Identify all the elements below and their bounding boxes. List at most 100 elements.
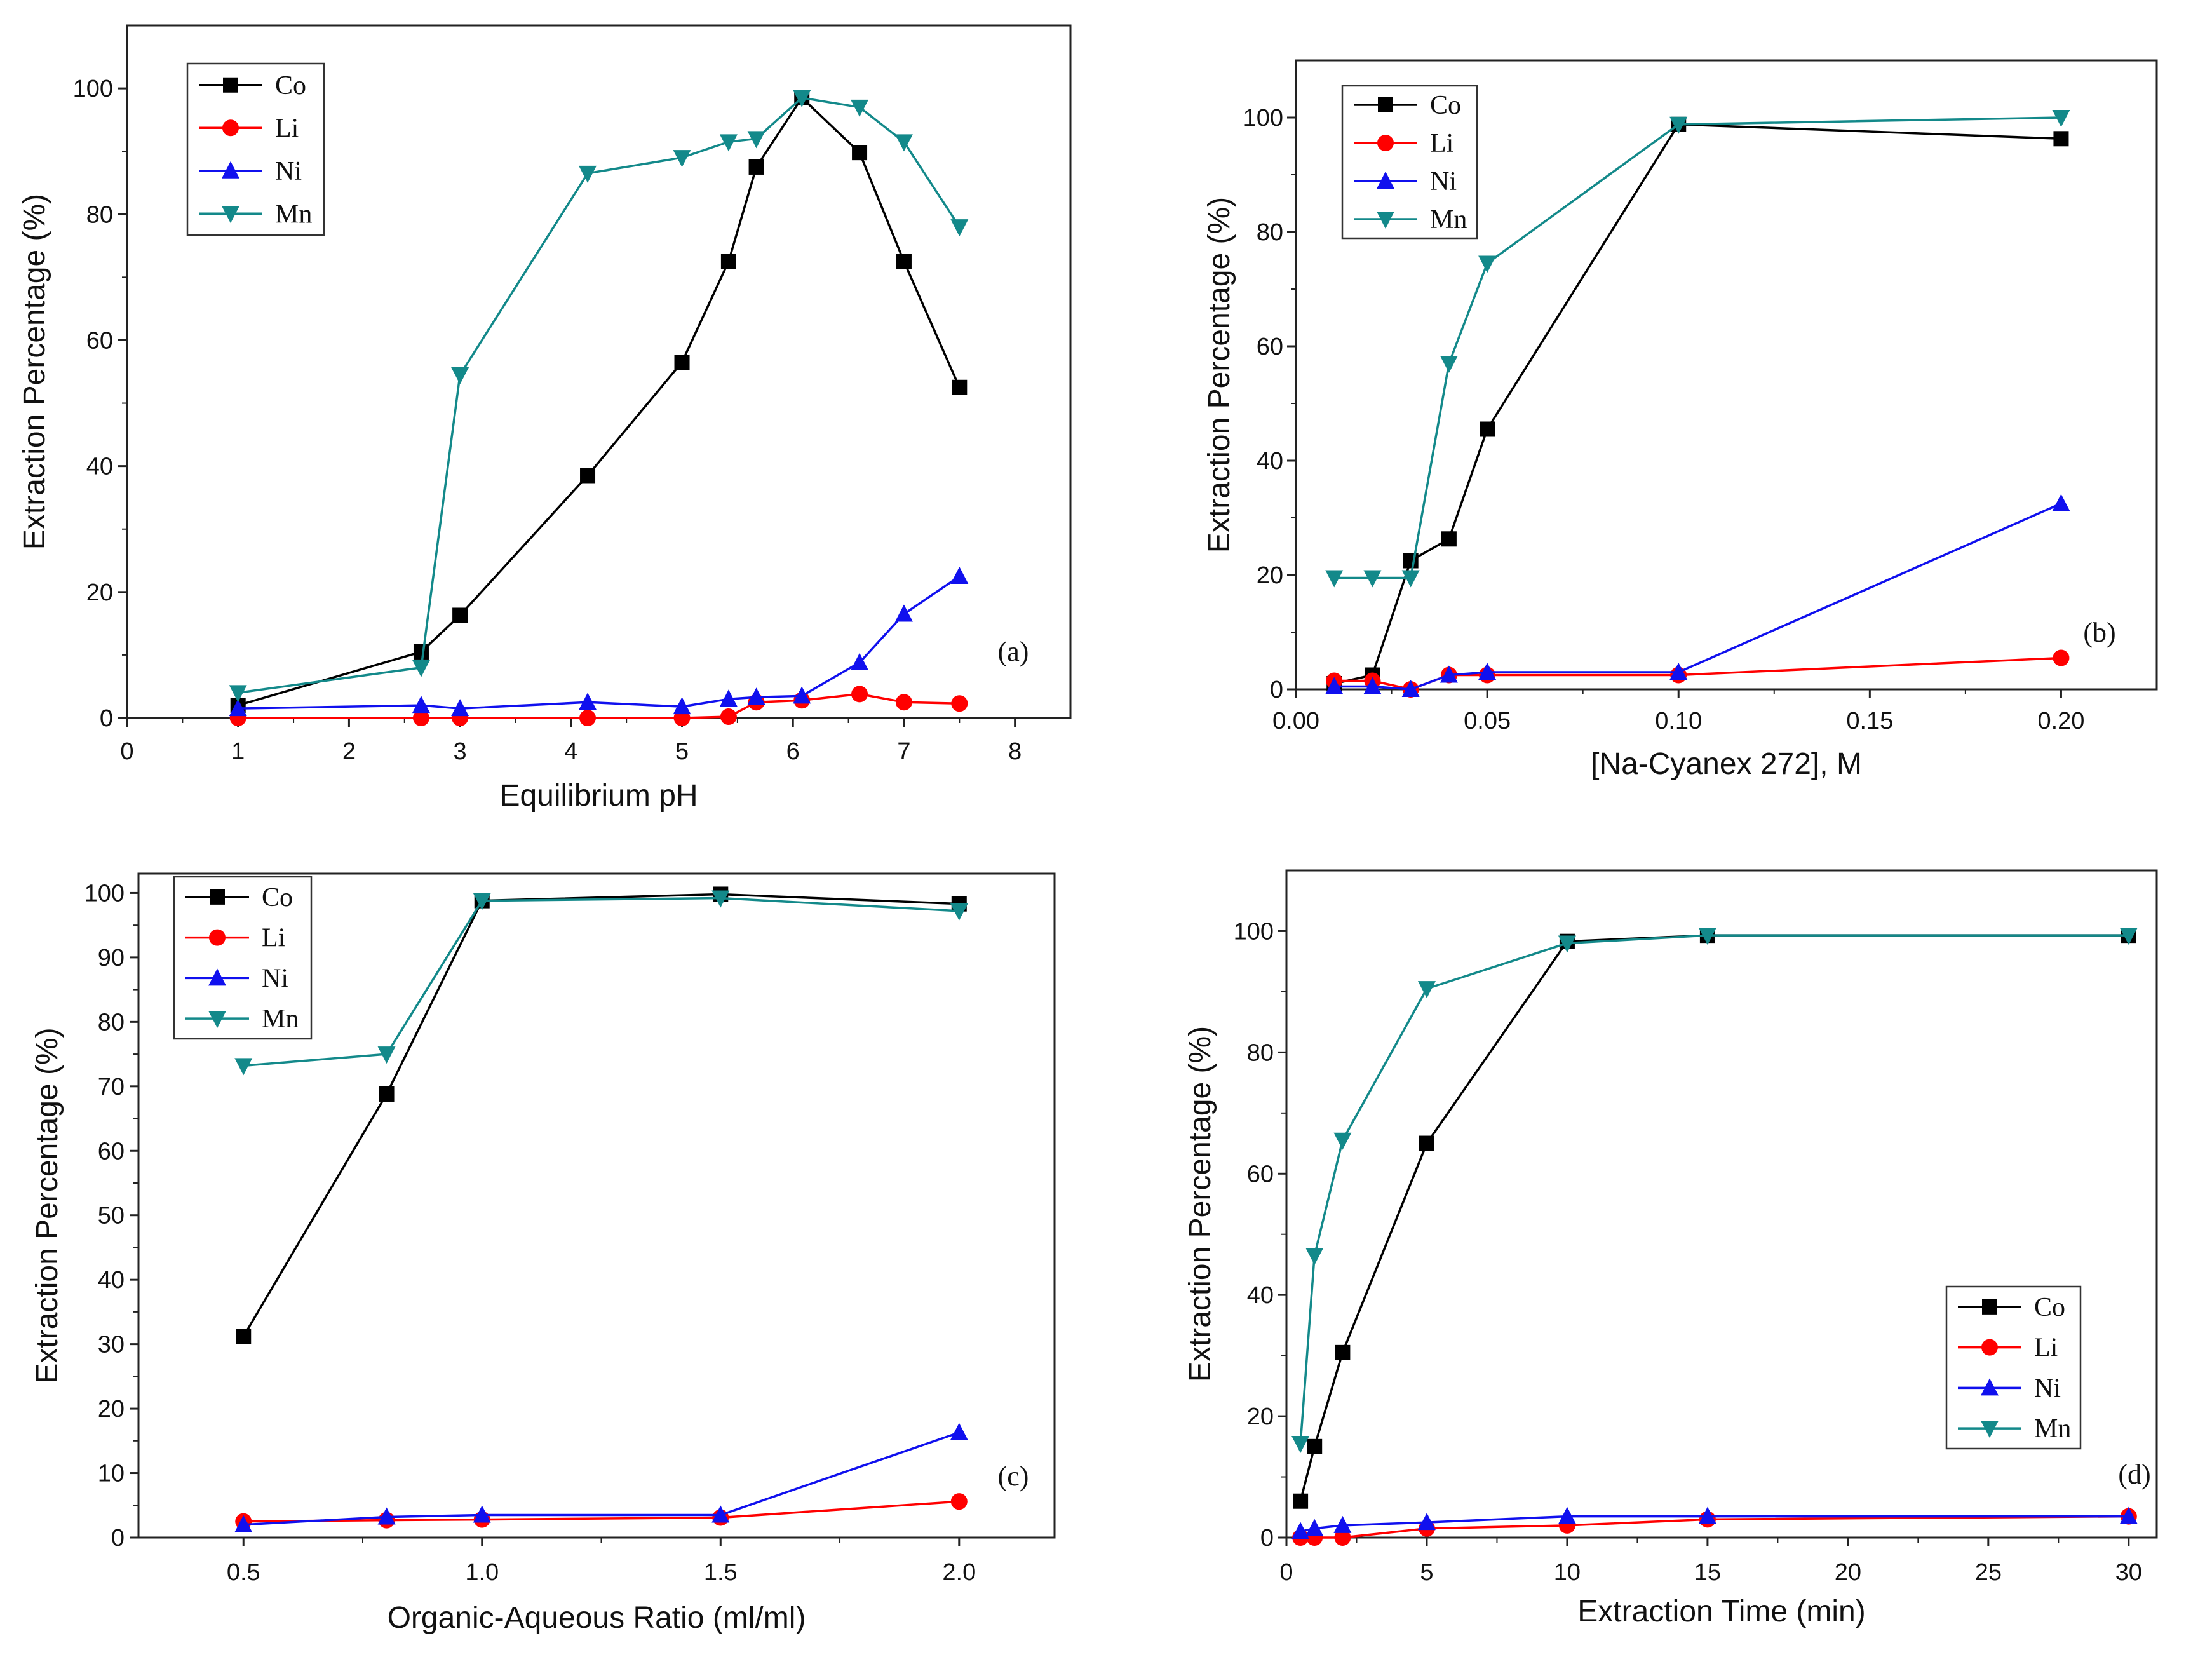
- data-point-ni: [1669, 663, 1688, 680]
- data-point-mn: [1669, 116, 1688, 134]
- data-point-mn: [412, 660, 430, 677]
- x-tick-label: 2.0: [942, 1559, 976, 1586]
- x-tick-label: 5: [1420, 1559, 1433, 1586]
- x-tick-label: 3: [454, 738, 467, 765]
- data-point-ni: [229, 699, 247, 717]
- data-point-mn: [1325, 570, 1344, 588]
- data-point-mn: [1417, 981, 1436, 999]
- data-point-mn: [1401, 570, 1420, 588]
- data-point-mn: [1305, 1248, 1324, 1266]
- legend-marker: [210, 889, 225, 905]
- data-point-ni: [579, 693, 597, 710]
- y-tick-label: 70: [98, 1074, 125, 1100]
- data-point-mn: [673, 150, 691, 168]
- data-point-ni: [473, 1505, 491, 1523]
- y-axis-title: Extraction Percentage (%): [1203, 197, 1236, 553]
- data-point-mn: [1363, 570, 1382, 588]
- data-point-ni: [747, 687, 765, 705]
- data-point-ni: [2052, 494, 2070, 511]
- y-tick-label: 50: [98, 1203, 125, 1229]
- y-axis-title: Extraction Percentage (%): [30, 1027, 64, 1383]
- panel-label: (a): [998, 636, 1029, 667]
- series-line-co: [242, 893, 959, 1337]
- data-point-mn: [229, 685, 247, 703]
- x-axis-title: Extraction Time (min): [1577, 1595, 1865, 1628]
- data-point-co: [1441, 531, 1457, 547]
- data-point-mn: [1440, 356, 1458, 373]
- legend-marker: [1981, 1378, 1999, 1396]
- y-tick-label: 10: [98, 1461, 125, 1487]
- y-tick-label: 90: [98, 945, 125, 971]
- data-point-li: [720, 708, 737, 726]
- data-point-co: [896, 254, 912, 269]
- data-point-ni: [1698, 1506, 1716, 1524]
- data-point-mn: [473, 893, 491, 910]
- data-point-ni: [950, 567, 969, 585]
- legend-marker: [1377, 172, 1394, 189]
- x-tick-label: 0.00: [1272, 708, 1319, 734]
- y-tick-label: 80: [86, 201, 113, 228]
- series-line-ni: [243, 1431, 960, 1526]
- data-point-li: [2053, 649, 2070, 666]
- series-line-mn: [243, 896, 959, 1067]
- x-axis-title: Organic-Aqueous Ratio (ml/ml): [388, 1601, 806, 1635]
- data-point-ni: [412, 696, 430, 714]
- data-point-ni: [711, 1505, 730, 1523]
- legend-marker: [222, 119, 239, 137]
- y-tick-label: 30: [98, 1332, 125, 1358]
- plot-frame: [137, 872, 1056, 1539]
- data-point-ni: [1291, 1522, 1310, 1539]
- panel-d: 0 5 10 15 20 25 30 0 20 40 60 80 100 Extraction Time …: [1184, 869, 2158, 1628]
- data-point-co: [674, 355, 690, 370]
- x-axis-title: [Na-Cyanex 272], M: [1591, 747, 1862, 781]
- data-point-mn: [1291, 1436, 1310, 1454]
- x-tick-label: 1: [231, 738, 245, 765]
- data-point-mn: [1558, 935, 1576, 953]
- data-point-mn: [950, 219, 969, 237]
- x-tick-label: 15: [1694, 1559, 1721, 1586]
- y-tick-label: 80: [1247, 1039, 1274, 1066]
- data-point-ni: [1440, 665, 1458, 683]
- panel-c: 0.5 1.0 1.5 2.0 0 10 20 30 40 50 60 70 80 90 100 Organi…: [30, 872, 1056, 1635]
- data-point-co: [452, 607, 468, 623]
- x-tick-label: 2: [342, 738, 356, 765]
- x-tick-label: 0.10: [1655, 708, 1702, 734]
- y-tick-label: 20: [1257, 562, 1283, 589]
- data-point-mn: [950, 903, 968, 921]
- panel-b: 0.00 0.05 0.10 0.15 0.20 0 20 40 60 80 100 [Na-Cyan…: [1203, 59, 2158, 781]
- x-tick-label: 0.20: [2037, 708, 2084, 734]
- data-point-co: [379, 1086, 395, 1102]
- x-tick-label: 0: [1279, 1559, 1293, 1586]
- data-point-mn: [2119, 928, 2138, 945]
- y-tick-label: 0: [1270, 677, 1283, 703]
- legend-marker: [222, 206, 239, 224]
- legend-label-li: Li: [275, 114, 299, 143]
- legend-marker: [1982, 1299, 1997, 1315]
- legend-marker: [208, 968, 226, 986]
- legend-box: [1341, 85, 1478, 240]
- y-tick-label: 100: [84, 880, 125, 907]
- data-point-mn: [1333, 1132, 1352, 1150]
- legend-label-mn: Mn: [262, 1004, 299, 1034]
- y-tick-label: 20: [1247, 1404, 1274, 1430]
- data-point-li: [950, 1493, 968, 1510]
- y-tick-label: 20: [86, 579, 113, 606]
- legend-label-mn: Mn: [2034, 1414, 2071, 1444]
- data-point-ni: [1333, 1515, 1352, 1533]
- y-tick-label: 0: [111, 1525, 125, 1552]
- legend-label-li: Li: [1430, 129, 1453, 158]
- data-point-mn: [793, 90, 811, 107]
- x-tick-label: 5: [675, 738, 689, 765]
- y-tick-label: 0: [1260, 1525, 1274, 1552]
- data-point-ni: [1325, 677, 1344, 694]
- x-tick-label: 8: [1008, 738, 1022, 765]
- legend-marker: [1981, 1421, 1999, 1438]
- y-tick-label: 100: [1234, 918, 1274, 945]
- data-point-mn: [377, 1046, 396, 1064]
- legend-marker: [208, 1011, 226, 1029]
- data-point-co: [1307, 1438, 1323, 1454]
- y-tick-label: 100: [1243, 105, 1283, 132]
- data-point-mn: [2052, 110, 2070, 127]
